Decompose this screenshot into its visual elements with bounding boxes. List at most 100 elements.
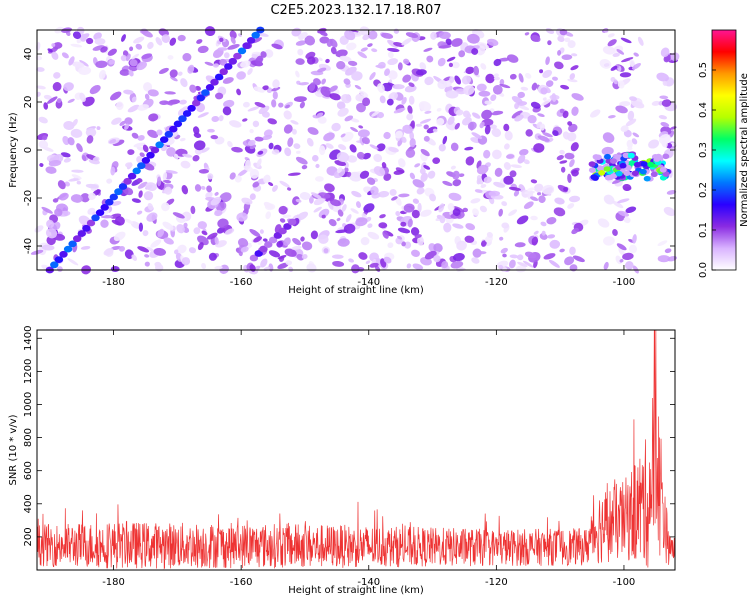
heatmap-cell [438,203,445,213]
heatmap-cell [541,230,546,236]
heatmap-cell [401,37,413,46]
heatmap-cell [517,91,525,99]
heatmap-cell [663,206,676,217]
heatmap-cell [400,221,407,227]
heatmap-band-cell [610,158,617,164]
heatmap-cell [222,106,232,116]
heatmap-cell [412,179,425,188]
heatmap-cell [182,153,193,158]
heatmap-cell [491,128,502,138]
heatmap-cell [351,71,363,81]
heatmap-cell [530,215,538,221]
heatmap-cell [247,106,260,112]
heatmap-cell [136,61,147,71]
heatmap-cell [337,107,349,117]
heatmap-cell [506,154,515,159]
heatmap-cell [498,57,510,62]
heatmap-band-cell [610,173,618,179]
heatmap-cell [125,53,131,62]
heatmap-cell [530,196,539,202]
heatmap-cell [197,235,209,246]
heatmap-cell [623,129,632,138]
heatmap-cell [488,190,501,197]
heatmap-cell [419,62,427,71]
heatmap-cell [472,112,481,119]
heatmap-cell [504,130,513,141]
heatmap-cell [452,170,460,180]
heatmap-ridge-cell [95,209,105,217]
heatmap-cell [333,168,346,179]
heatmap-ridge-cell [173,120,183,128]
heatmap-cell [415,123,423,127]
heatmap-cell [464,146,474,151]
heatmap-cell [173,153,179,160]
snr-x-tick-label: -100 [613,577,636,588]
heatmap-ridge-cell [283,223,292,230]
heatmap-cell [664,248,672,254]
heatmap-cell [632,132,640,138]
heatmap-cell [522,260,534,268]
heatmap-ridge-cell [264,241,273,248]
heatmap-cell [455,109,464,116]
heatmap-cell [189,84,197,93]
heatmap-cell [240,246,249,253]
heatmap-cell [180,160,191,169]
heatmap-cell [68,56,75,66]
heatmap-cell [520,86,529,91]
heatmap-cell [562,110,569,119]
heatmap-cell [533,143,545,153]
heatmap-cell [336,60,346,70]
heatmap-cell [141,29,153,38]
heatmap-cell [290,120,299,125]
heatmap-cell [403,203,415,213]
heatmap-cell [391,196,398,201]
heatmap-cell [197,112,209,118]
heatmap-cell [441,260,449,269]
heatmap-cell [291,245,302,250]
heatmap-cell [321,214,326,219]
heatmap-cell [133,36,145,44]
heatmap-cell [187,64,195,74]
heatmap-cell [341,204,347,212]
heatmap-cell [201,230,208,236]
heatmap-cell [169,37,177,46]
heatmap-cell [329,85,338,92]
heatmap-ridge-cell [233,52,242,60]
heatmap-cell [146,212,158,222]
heatmap-cell [284,104,291,109]
heatmap-cell [85,183,99,189]
heatmap-cell [470,198,481,204]
heatmap-cell [560,84,570,90]
heatmap-cell [467,121,477,131]
heatmap-cell [567,173,572,183]
heatmap-cell [331,254,344,259]
heatmap-cell [539,123,546,131]
heatmap-cell [371,48,378,53]
heatmap-cell [493,181,506,188]
heatmap-cell [174,249,179,255]
heatmap-cell [406,113,414,121]
heatmap-cell [123,187,134,196]
heatmap-cell [439,215,446,224]
heatmap-cell [213,63,219,68]
heatmap-cell [338,144,347,151]
heatmap-cell [602,45,615,55]
heatmap-cell [347,60,358,66]
heatmap-cell [56,98,62,104]
heatmap-ridge-cell [205,84,215,91]
heatmap-cell [111,117,122,125]
heatmap-cell [317,116,327,124]
heatmap-cell [337,238,350,247]
heatmap-cell [307,127,319,135]
heatmap-cell [627,110,635,121]
heatmap-cell [193,132,202,138]
snr-y-tick-label: 400 [23,494,34,513]
heatmap-cell [471,132,483,139]
heatmap-cell [36,85,46,90]
heatmap-cell [363,203,375,213]
heatmap-cell [454,122,460,130]
heatmap-cell [57,266,63,273]
heatmap-cell [516,215,529,225]
heatmap-cell [103,248,114,256]
heatmap-cell [556,155,564,161]
